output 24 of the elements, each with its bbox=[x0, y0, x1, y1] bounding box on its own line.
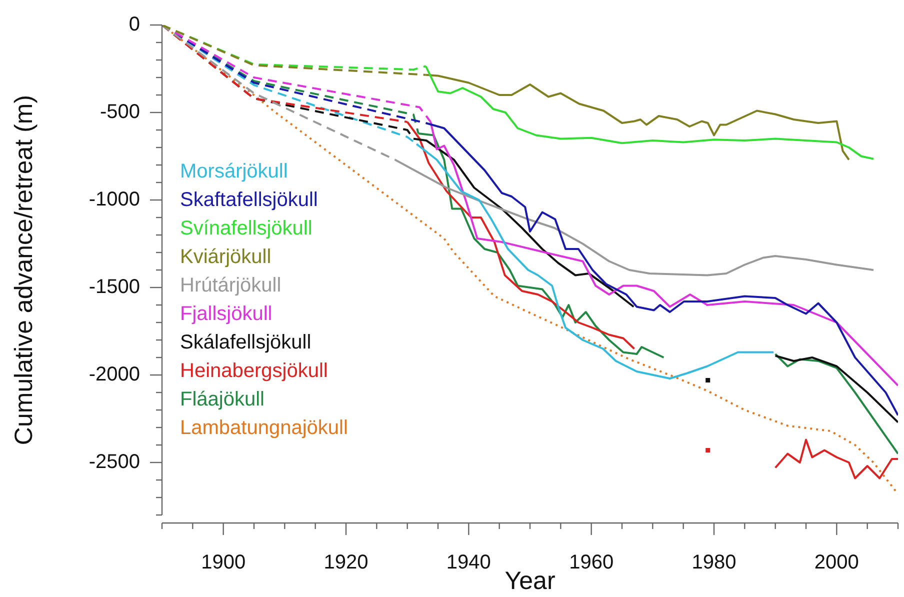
text: Fláajökull bbox=[180, 388, 264, 410]
x-tick-label: 1980 bbox=[692, 552, 736, 574]
y-tick-label: -1500 bbox=[88, 276, 140, 298]
x-tick-label: 1900 bbox=[201, 552, 246, 574]
y-tick-label: 0 bbox=[128, 14, 140, 36]
text: Svínafellsjökull bbox=[180, 217, 312, 240]
text: Fjallsjökull bbox=[180, 302, 272, 325]
text: Hrútárjökull bbox=[180, 274, 282, 296]
x-tick-label: 1960 bbox=[569, 552, 614, 574]
text: Lambatungnajökull bbox=[180, 416, 348, 439]
text: Heinabergsjökull bbox=[180, 360, 328, 382]
x-tick-label: 1940 bbox=[446, 552, 491, 574]
text: Skaftafellsjökull bbox=[180, 188, 318, 211]
x-tick-label: 2000 bbox=[814, 552, 859, 574]
y-tick-label: -2500 bbox=[88, 451, 140, 474]
x-axis-title: Year bbox=[504, 566, 556, 595]
y-axis-title: Cumulative advance/retreat (m) bbox=[10, 94, 38, 446]
text: Skálafellsjökull bbox=[180, 331, 312, 354]
y-tick-label: -1000 bbox=[88, 188, 140, 211]
x-tick-label: 1920 bbox=[324, 552, 368, 574]
y-tick-label: -2000 bbox=[88, 364, 140, 386]
y-tick-label: -500 bbox=[100, 101, 140, 124]
text: Kviárjökull bbox=[180, 246, 272, 268]
text: Morsárjökull bbox=[180, 160, 288, 182]
